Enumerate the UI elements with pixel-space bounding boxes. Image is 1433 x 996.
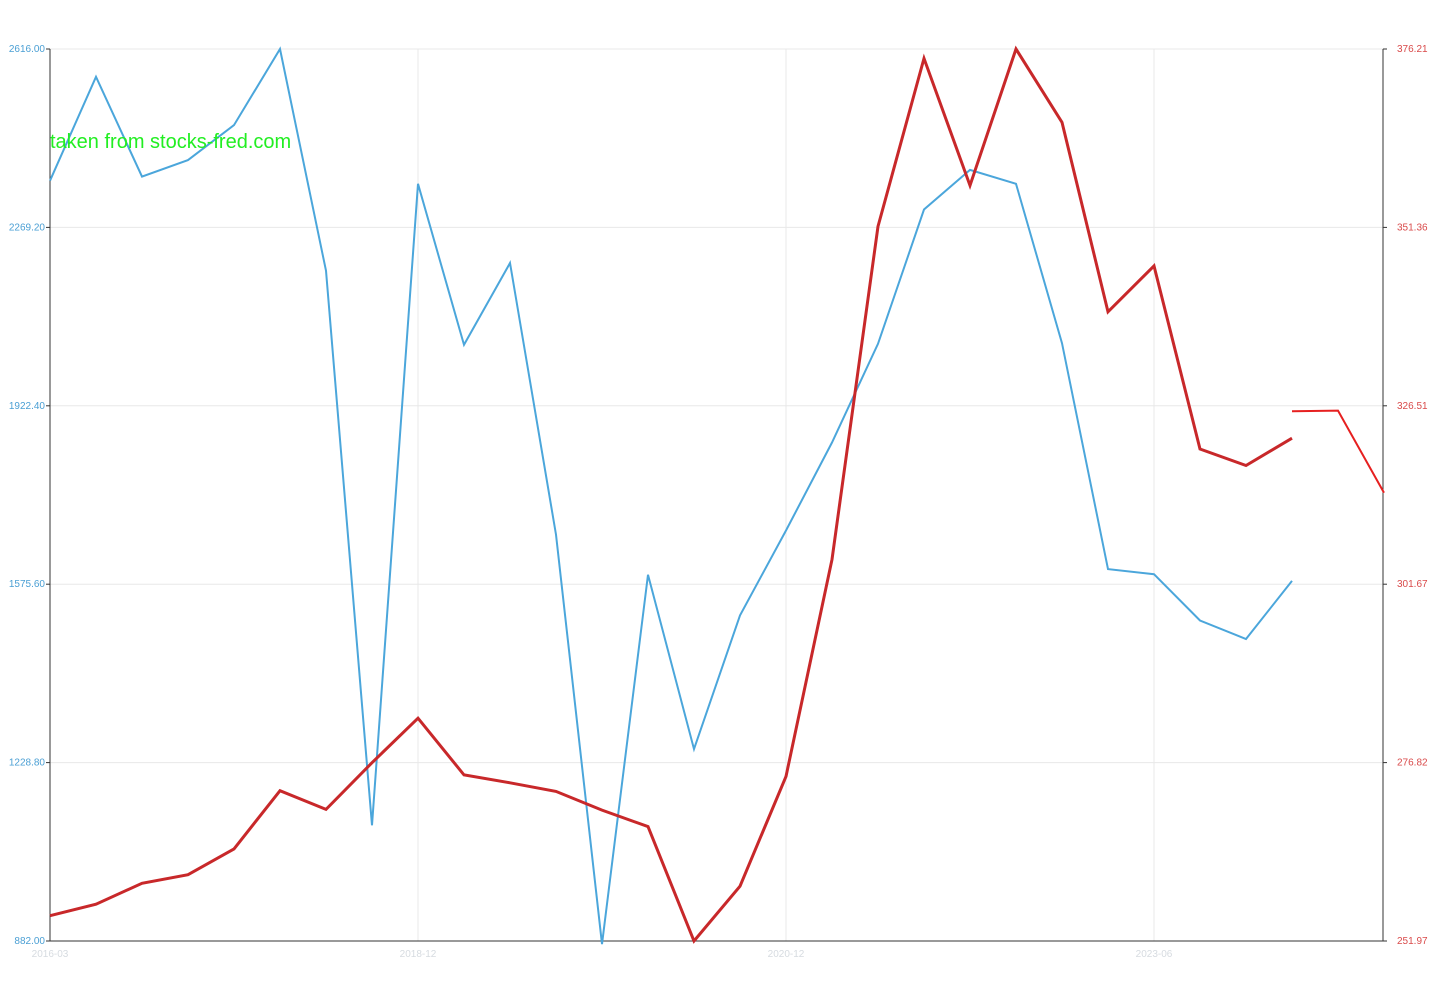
right-tick-label: 276.82 bbox=[1397, 758, 1428, 769]
right-tick-label: 326.51 bbox=[1397, 401, 1428, 412]
x-tick-label: 2016-03 bbox=[32, 949, 69, 960]
left-tick-label: 1922.40 bbox=[9, 401, 46, 412]
left-series-line bbox=[49, 46, 1293, 945]
x-tick-label: 2020-12 bbox=[768, 949, 805, 960]
watermark-text: taken from stocks-fred.com bbox=[50, 131, 292, 153]
x-tick-label: 2018-12 bbox=[400, 949, 437, 960]
right-series-line bbox=[49, 45, 1293, 944]
left-tick-label: 1228.80 bbox=[9, 758, 46, 769]
right-series-tail-line bbox=[1291, 409, 1385, 494]
x-tick-label: 2023-06 bbox=[1136, 949, 1173, 960]
right-tick-label: 351.36 bbox=[1397, 222, 1428, 233]
right-tick-label: 376.21 bbox=[1397, 44, 1428, 55]
left-tick-label: 2616.00 bbox=[9, 44, 46, 55]
right-tick-label: 301.67 bbox=[1397, 579, 1428, 590]
right-tick-label: 251.97 bbox=[1397, 936, 1428, 947]
left-tick-label: 882.00 bbox=[14, 936, 45, 947]
left-tick-label: 2269.20 bbox=[9, 222, 46, 233]
left-tick-label: 1575.60 bbox=[9, 579, 46, 590]
